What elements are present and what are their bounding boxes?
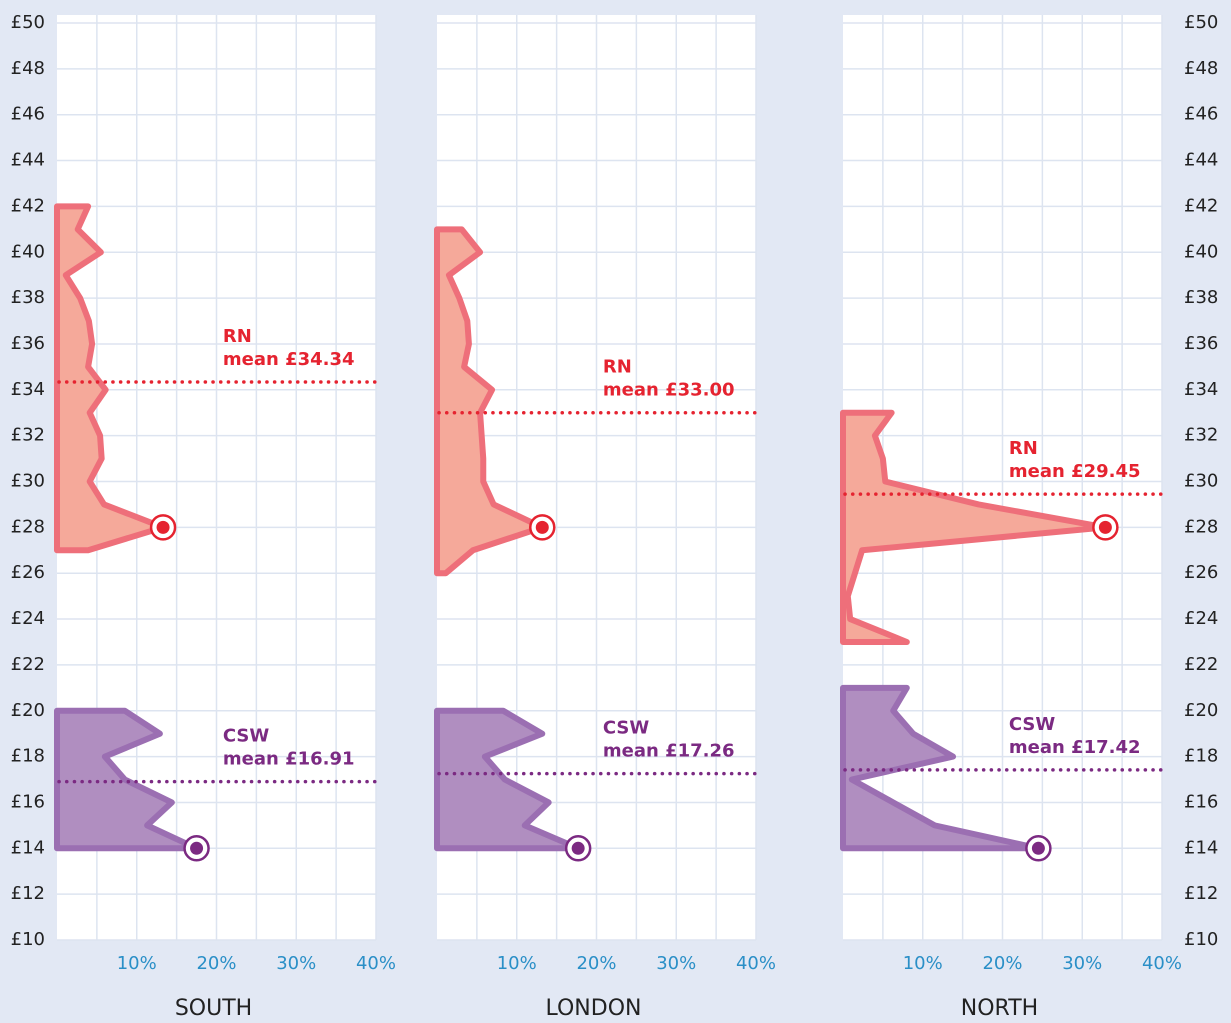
profile-area	[840, 409, 1109, 645]
x-tick-label: 20%	[576, 953, 616, 974]
y-tick-label: £24	[1184, 608, 1218, 629]
x-tick-label: 40%	[736, 953, 776, 974]
y-tick-label: £46	[11, 104, 45, 125]
x-tick-label: 10%	[117, 953, 157, 974]
y-tick-label: £40	[11, 241, 45, 262]
mean-series-label: CSW	[223, 726, 270, 747]
profile-area	[434, 707, 582, 852]
y-tick-label: £48	[1184, 58, 1218, 79]
y-tick-label: £16	[11, 791, 45, 812]
y-tick-label: £32	[1184, 425, 1218, 446]
y-tick-label: £38	[11, 287, 45, 308]
y-tick-label: £20	[11, 700, 45, 721]
x-tick-label: 20%	[982, 953, 1022, 974]
x-tick-label: 10%	[497, 953, 537, 974]
y-tick-label: £42	[11, 195, 45, 216]
y-tick-label: £34	[1184, 379, 1218, 400]
peak-dot	[1098, 520, 1112, 534]
x-tick-label: 30%	[1062, 953, 1102, 974]
y-tick-label: £30	[1184, 471, 1218, 492]
y-tick-label: £26	[1184, 562, 1218, 583]
mean-series-label: RN	[603, 357, 632, 378]
y-tick-label: £18	[1184, 746, 1218, 767]
y-tick-label: £12	[1184, 883, 1218, 904]
y-tick-label: £50	[11, 12, 45, 33]
y-tick-label: £24	[11, 608, 45, 629]
y-tick-label: £14	[11, 837, 45, 858]
peak-dot	[571, 841, 585, 855]
y-tick-label: £16	[1184, 791, 1218, 812]
y-tick-label: £10	[1184, 929, 1218, 950]
profile-area	[434, 226, 546, 577]
mean-value-label: mean £33.00	[603, 380, 735, 401]
y-tick-label: £36	[1184, 333, 1218, 354]
y-tick-label: £42	[1184, 195, 1218, 216]
y-tick-label: £28	[1184, 516, 1218, 537]
peak-dot	[1031, 841, 1045, 855]
y-tick-label: £22	[11, 654, 45, 675]
x-tick-label: 10%	[903, 953, 943, 974]
x-tick-label: 40%	[356, 953, 396, 974]
y-tick-label: £36	[11, 333, 45, 354]
panel-title: NORTH	[961, 996, 1038, 1021]
mean-series-label: RN	[223, 326, 252, 347]
y-tick-label: £22	[1184, 654, 1218, 675]
y-tick-label: £48	[11, 58, 45, 79]
mean-value-label: mean £17.26	[603, 741, 735, 762]
y-tick-label: £14	[1184, 837, 1218, 858]
y-tick-label: £44	[11, 150, 45, 171]
peak-dot	[190, 841, 204, 855]
mean-value-label: mean £16.91	[223, 749, 355, 770]
panel-title: SOUTH	[175, 996, 252, 1021]
mean-series-label: RN	[1009, 438, 1038, 459]
y-tick-label: £34	[11, 379, 45, 400]
y-tick-label: £18	[11, 746, 45, 767]
y-tick-label: £30	[11, 471, 45, 492]
mean-value-label: mean £17.42	[1009, 737, 1141, 758]
y-tick-label: £46	[1184, 104, 1218, 125]
y-tick-label: £38	[1184, 287, 1218, 308]
mean-series-label: CSW	[1009, 714, 1056, 735]
y-tick-label: £32	[11, 425, 45, 446]
y-tick-label: £40	[1184, 241, 1218, 262]
y-tick-label: £28	[11, 516, 45, 537]
peak-dot	[156, 520, 170, 534]
x-tick-label: 40%	[1142, 953, 1182, 974]
panel-title: LONDON	[546, 996, 642, 1021]
y-tick-label: £44	[1184, 150, 1218, 171]
mean-series-label: CSW	[603, 718, 650, 739]
profile-area	[54, 707, 200, 852]
y-tick-label: £10	[11, 929, 45, 950]
y-tick-label: £12	[11, 883, 45, 904]
y-tick-label: £26	[11, 562, 45, 583]
mean-value-label: mean £29.45	[1009, 461, 1141, 482]
mean-value-label: mean £34.34	[223, 349, 355, 370]
x-tick-label: 20%	[196, 953, 236, 974]
y-tick-label: £20	[1184, 700, 1218, 721]
x-tick-label: 30%	[276, 953, 316, 974]
peak-dot	[535, 520, 549, 534]
x-tick-label: 30%	[656, 953, 696, 974]
profile-area	[840, 684, 1042, 852]
y-tick-label: £50	[1184, 12, 1218, 33]
